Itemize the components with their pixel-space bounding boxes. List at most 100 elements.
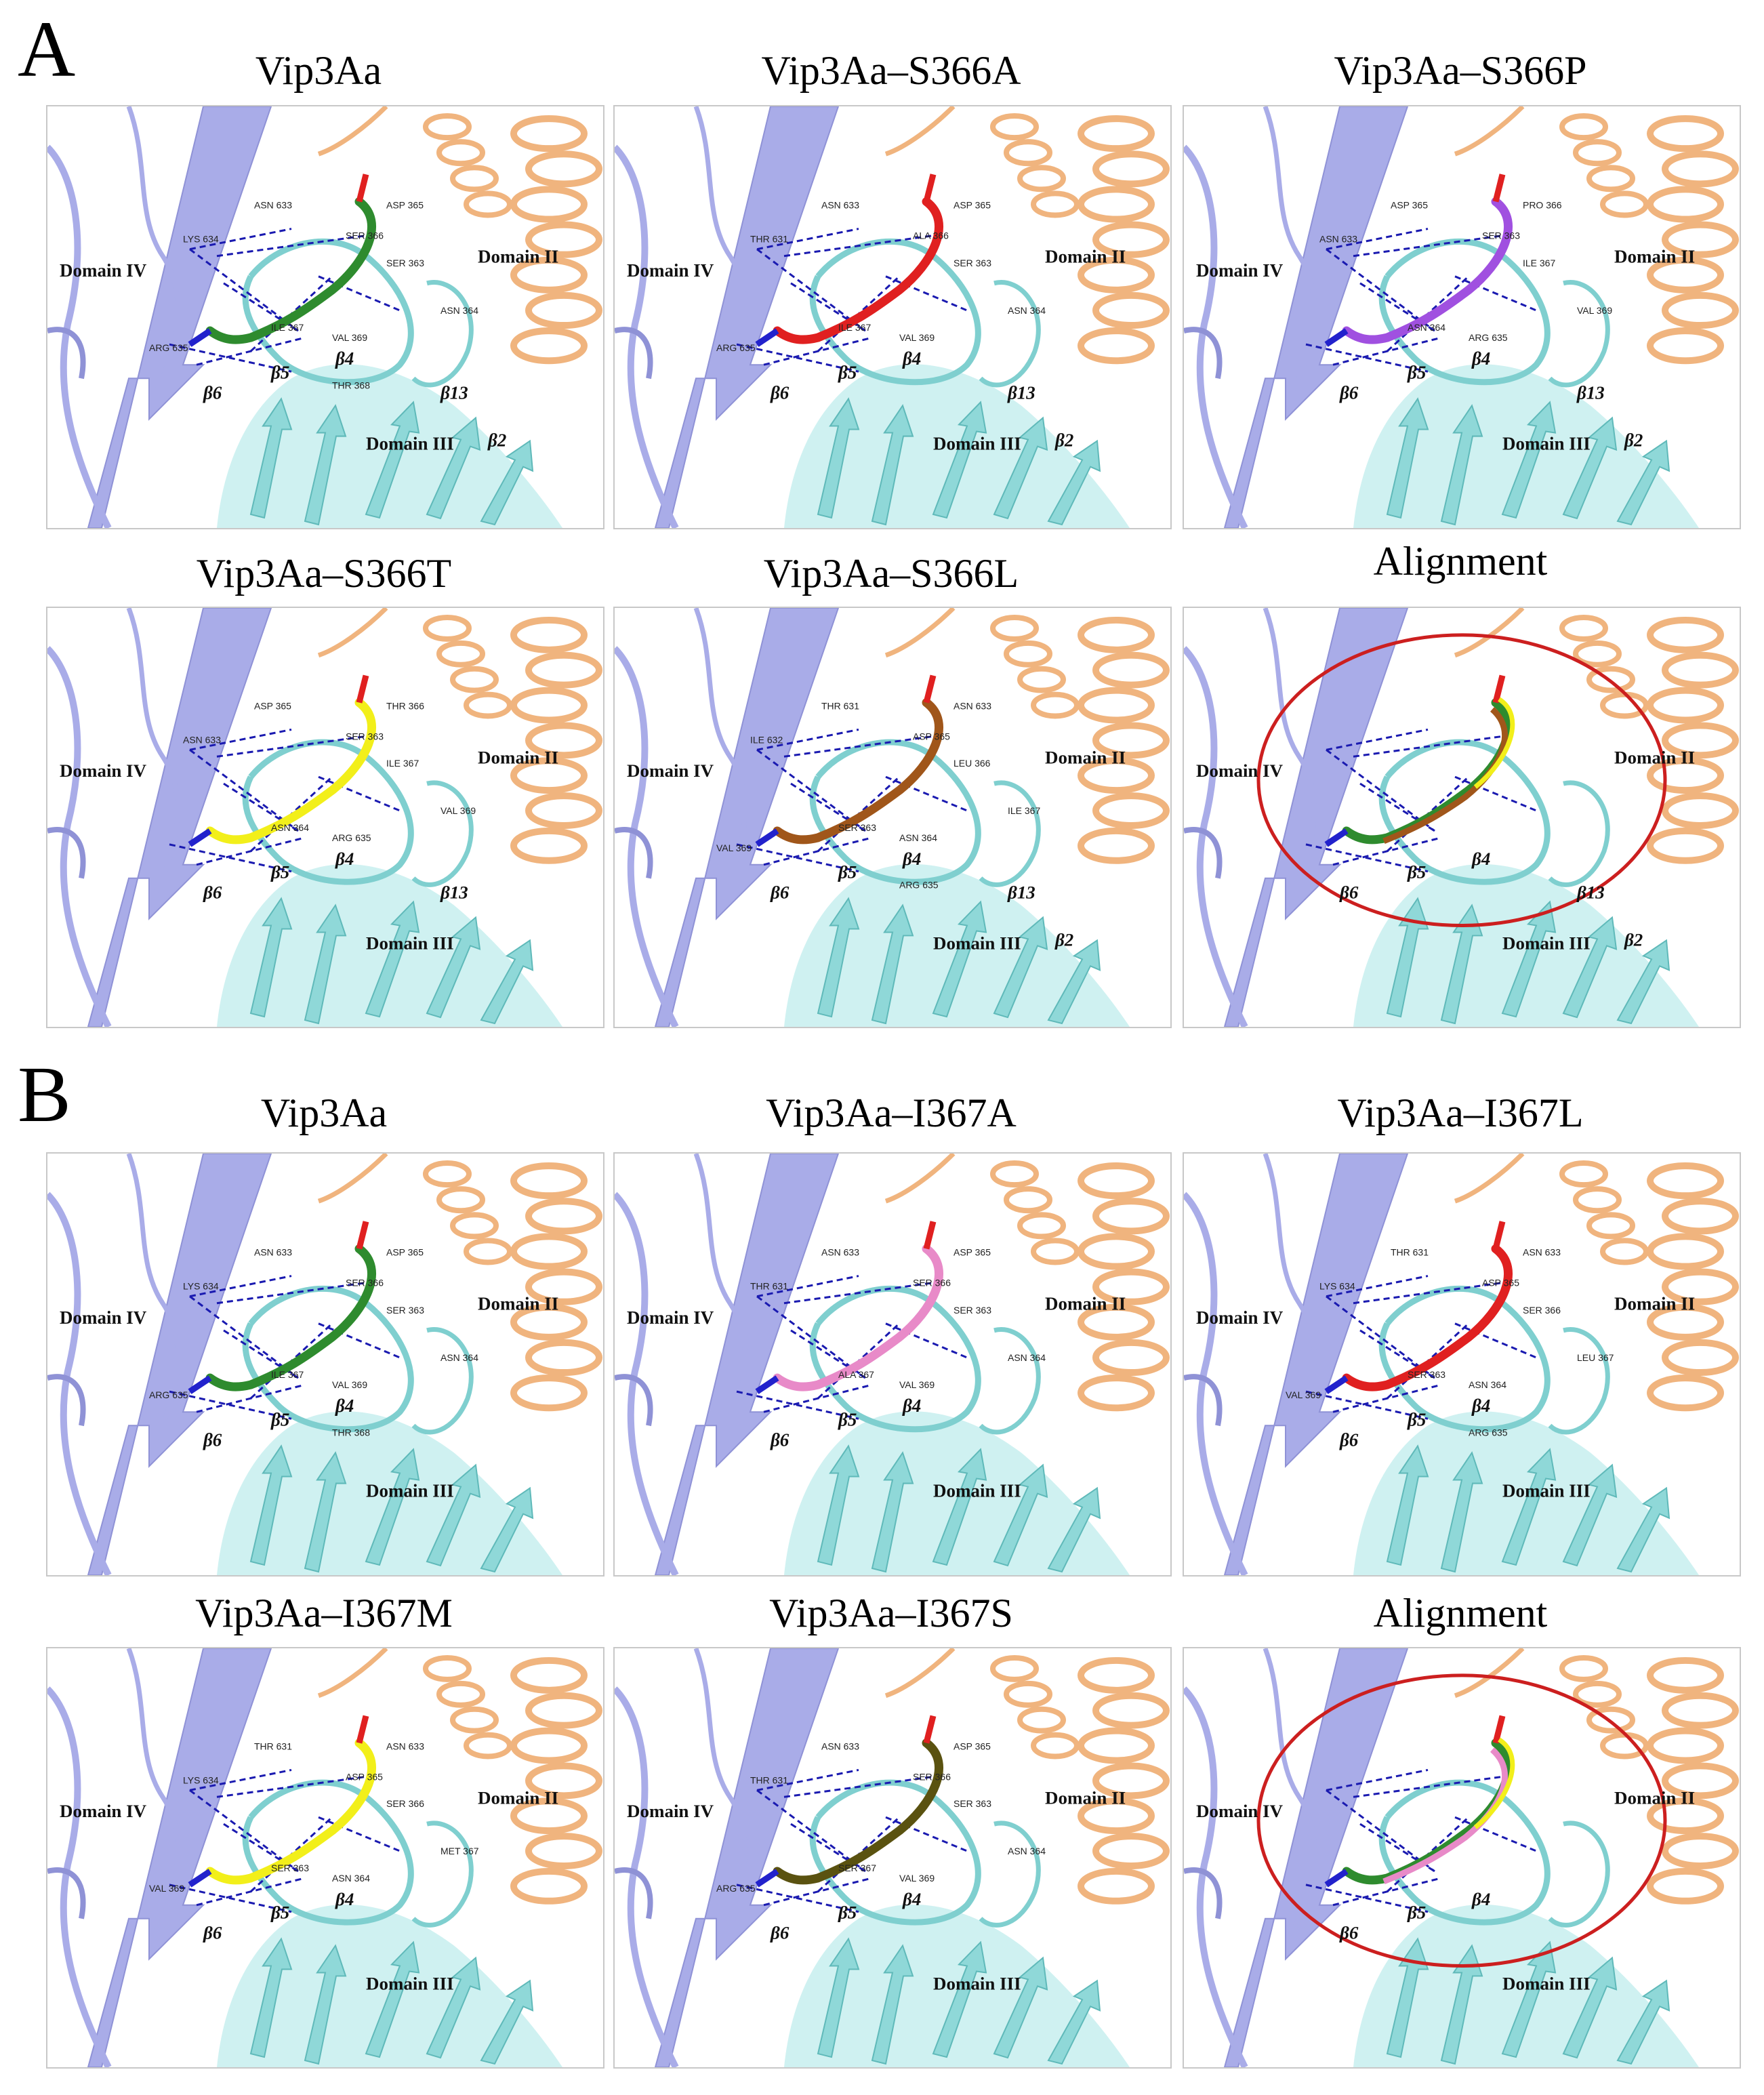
domain-ii-helices: [884, 608, 1170, 864]
loop: [615, 827, 653, 879]
helix-turn: [510, 687, 588, 724]
beta-strand-label: β2: [1054, 430, 1073, 451]
residue-label: SER 363: [1408, 1369, 1445, 1380]
domain-label-domain-ii: Domain II: [1045, 747, 1126, 767]
beta-strand-arrow: [1440, 903, 1483, 1025]
loop: [47, 827, 86, 879]
domain-label-domain-iv: Domain IV: [1196, 1307, 1284, 1328]
residue-stick: [205, 698, 376, 845]
beta-strand-arrow: [249, 397, 293, 519]
nitrogen-stick: [188, 828, 212, 847]
hydrogen-bond: [1305, 1884, 1429, 1913]
helix-turn: [1004, 1680, 1052, 1708]
domain-ii-helices: [884, 106, 1170, 365]
residue-label: VAL 369: [440, 805, 476, 816]
helix-turn: [450, 1212, 499, 1240]
hydrogen-bond: [1305, 1390, 1429, 1420]
helix-turn: [1662, 651, 1739, 689]
hydrogen-bond: [189, 749, 299, 832]
hydrogen-bond: [1332, 1877, 1442, 1907]
helix-turn: [1662, 1339, 1739, 1377]
loop: [411, 1327, 474, 1435]
beta-strand-label: β5: [270, 1903, 289, 1923]
helix-turn: [1559, 1160, 1608, 1188]
hydrogen-bond: [1454, 1816, 1537, 1852]
hydrogen-bond: [189, 1295, 299, 1379]
residue-label: THR 631: [1391, 1246, 1429, 1257]
beta-strand-label: β2: [1624, 430, 1643, 451]
beta-strand-arrow: [480, 939, 534, 1025]
helix-turn: [1600, 1238, 1649, 1265]
protein-structure-render: Domain IV Domain II Domain III β6 β5 β4: [1184, 1648, 1739, 2067]
helix-turn: [1031, 1732, 1080, 1760]
residue-label: ARG 635: [1469, 1427, 1508, 1438]
panel-title: Alignment: [1373, 539, 1548, 584]
hydrogen-bond: [783, 735, 934, 758]
hydrogen-bond: [196, 836, 306, 866]
structure-panel: Domain IV Domain II Domain III β6 β5 β4 β13 β2 A…: [1183, 105, 1741, 529]
hydrogen-bond: [1332, 1383, 1442, 1413]
beta-strand-label: β5: [838, 362, 857, 382]
oxygen-stick: [356, 674, 369, 704]
loop: [126, 106, 180, 393]
residue-label: SER 363: [953, 1305, 991, 1316]
residue-label: SER 363: [838, 822, 876, 833]
loop: [47, 144, 112, 528]
hydrogen-bond: [196, 1383, 306, 1413]
residue-label: ASN 633: [1523, 1246, 1561, 1257]
domain-iii-sheets: [217, 1779, 562, 2067]
hydrogen-bond: [1326, 1768, 1429, 1791]
residue-label: VAL 369: [1577, 305, 1612, 316]
loop: [126, 1648, 180, 1934]
loop: [884, 106, 956, 157]
helix-turn: [1092, 1198, 1170, 1235]
structure-panel: Domain IV Domain II Domain III β6 β5 β4 β13 β2 T…: [613, 105, 1172, 529]
hydrogen-bond: [756, 728, 859, 751]
residue-label: ILE 367: [386, 758, 419, 769]
hydrogen-bond: [756, 248, 866, 332]
loop: [809, 239, 981, 386]
residue-label: SER 363: [346, 731, 384, 741]
beta-strand-arrow: [1501, 900, 1557, 1018]
residue-label: VAL 369: [899, 332, 935, 343]
structure-panel: Domain IV Domain II Domain III β6 β5 β4 β13 β2 L…: [46, 105, 604, 529]
helix-turn: [510, 827, 588, 864]
loop: [1378, 739, 1551, 885]
loop: [1454, 1648, 1525, 1699]
panel-title: Vip3Aa–S366P: [1334, 48, 1587, 93]
loop: [47, 646, 112, 1027]
hydrogen-bond: [783, 1282, 934, 1305]
beta-strand-label: β2: [487, 430, 506, 451]
domain-label-domain-iv: Domain IV: [1196, 1801, 1284, 1821]
residue-label: ILE 367: [1523, 258, 1555, 268]
beta-strand-arrow: [1386, 1444, 1429, 1566]
residue-label: ASN 364: [440, 1352, 478, 1363]
beta-strand-label: β5: [270, 362, 289, 382]
hydrogen-bond: [763, 836, 873, 866]
hydrogen-bond: [763, 336, 873, 366]
domain-iii-sheets: [1353, 1779, 1699, 2067]
hydrogen-bond: [736, 1390, 859, 1420]
helix-turn: [525, 651, 602, 689]
hydrogen-bond: [1326, 1789, 1435, 1873]
residue-label: SER 363: [953, 258, 991, 268]
segment-sticks: [188, 1715, 376, 1888]
loop: [1263, 1154, 1317, 1440]
hydrogen-bond: [1326, 1295, 1435, 1379]
loop: [1378, 239, 1551, 386]
beta-strand-label: β6: [1339, 382, 1359, 403]
residue-label: ASP 365: [953, 199, 991, 210]
beta-strand-arrow: [871, 1944, 914, 2065]
domain-iv-strands: [47, 1154, 272, 1575]
helix-turn: [1573, 1186, 1622, 1214]
beta-strand-arrow: [426, 416, 481, 520]
residue-label: ASP 365: [953, 1246, 991, 1257]
hydrogen-bond: [783, 235, 934, 258]
protein-structure-render: Domain IV Domain II Domain III β6 β5 β4 β13 β2 A…: [1184, 106, 1739, 528]
residue-label: SER 363: [386, 258, 424, 268]
protein-structure-render: Domain IV Domain II Domain III β6 β5 β4 LYS 63…: [1184, 1154, 1739, 1575]
residue-label: ASN 633: [821, 1246, 859, 1257]
hydrogen-bond: [216, 735, 367, 758]
nitrogen-stick: [1324, 328, 1349, 347]
domain-iii-sheets: [1353, 739, 1699, 1027]
